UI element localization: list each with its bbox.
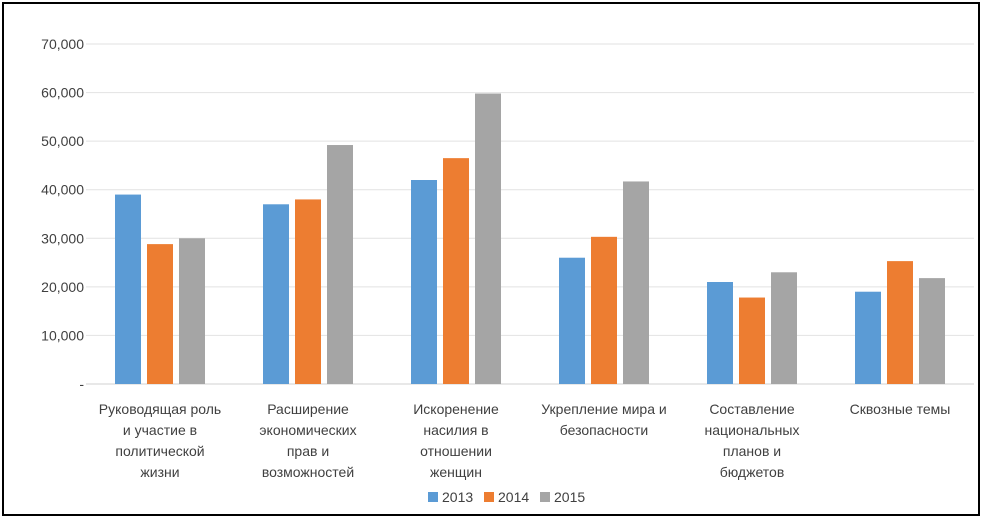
legend-swatch-2013 <box>428 492 438 502</box>
bar-2013 <box>707 282 733 384</box>
category-label-line: прав и <box>287 443 329 459</box>
category-label-line: безопасности <box>560 422 649 438</box>
bar-2014 <box>591 236 617 384</box>
legend-swatch-2015 <box>540 492 550 502</box>
category-label-line: Укрепление мира и <box>541 401 666 417</box>
category-label-line: политической <box>115 443 204 459</box>
category-label-line: насилия в <box>423 422 488 438</box>
bar-2014 <box>739 297 765 384</box>
bar-2015 <box>475 93 501 385</box>
bar-2013 <box>411 180 437 384</box>
category-label-line: жизни <box>140 464 179 480</box>
bar-2014 <box>887 261 913 384</box>
category-label: Укрепление мира и безопасности <box>541 401 666 438</box>
legend-label-2015: 2015 <box>554 489 585 505</box>
category-label: Составление национальных планов и бюджетов <box>705 401 800 480</box>
category-label: Расширение экономических прав и возможносте… <box>259 401 356 480</box>
y-tick-label: - <box>79 376 84 392</box>
category-label-line: женщин <box>430 464 482 480</box>
bar-2013 <box>855 291 881 384</box>
bar-chart: - 10,000 20,000 30,000 40,000 50,000 60,000 70,… <box>41 36 974 505</box>
category-label-line: Сквозные темы <box>850 401 951 417</box>
legend-label-2014: 2014 <box>498 489 529 505</box>
category-label-line: планов и <box>723 443 781 459</box>
bar-2015 <box>919 278 945 384</box>
category-label-line: национальных <box>705 422 800 438</box>
category-label-line: бюджетов <box>720 464 785 480</box>
legend-swatch-2014 <box>484 492 494 502</box>
y-tick-label: 40,000 <box>41 182 84 198</box>
category-label-line: и участие в <box>123 422 197 438</box>
category-label-line: отношении <box>420 443 492 459</box>
category-label-line: Искоренение <box>413 401 499 417</box>
bar-2013 <box>115 194 141 384</box>
y-tick-label: 70,000 <box>41 36 84 52</box>
category-label-line: Составление <box>709 401 795 417</box>
category-label: Сквозные темы <box>850 401 951 417</box>
bar-2014 <box>443 158 469 384</box>
bar-2015 <box>623 181 649 384</box>
category-label-line: Руководящая роль <box>99 401 221 417</box>
category-label: Руководящая роль и участие в политической ж… <box>99 401 221 480</box>
y-tick-label: 60,000 <box>41 85 84 101</box>
bar-2014 <box>295 199 321 384</box>
category-label-line: возможностей <box>262 464 354 480</box>
bar-2013 <box>559 257 585 384</box>
y-tick-label: 30,000 <box>41 230 84 246</box>
bar-2015 <box>327 145 353 384</box>
legend-label-2013: 2013 <box>442 489 473 505</box>
bar-2015 <box>179 238 205 384</box>
category-label-line: Расширение <box>267 401 349 417</box>
bar-2015 <box>771 272 797 384</box>
bar-2014 <box>147 244 173 384</box>
y-tick-label: 50,000 <box>41 133 84 149</box>
category-label: Искоренение насилия в отношении женщин <box>413 401 499 480</box>
bar-2013 <box>263 204 289 384</box>
category-label-line: экономических <box>259 422 356 438</box>
y-tick-label: 20,000 <box>41 279 84 295</box>
y-tick-label: 10,000 <box>41 327 84 343</box>
